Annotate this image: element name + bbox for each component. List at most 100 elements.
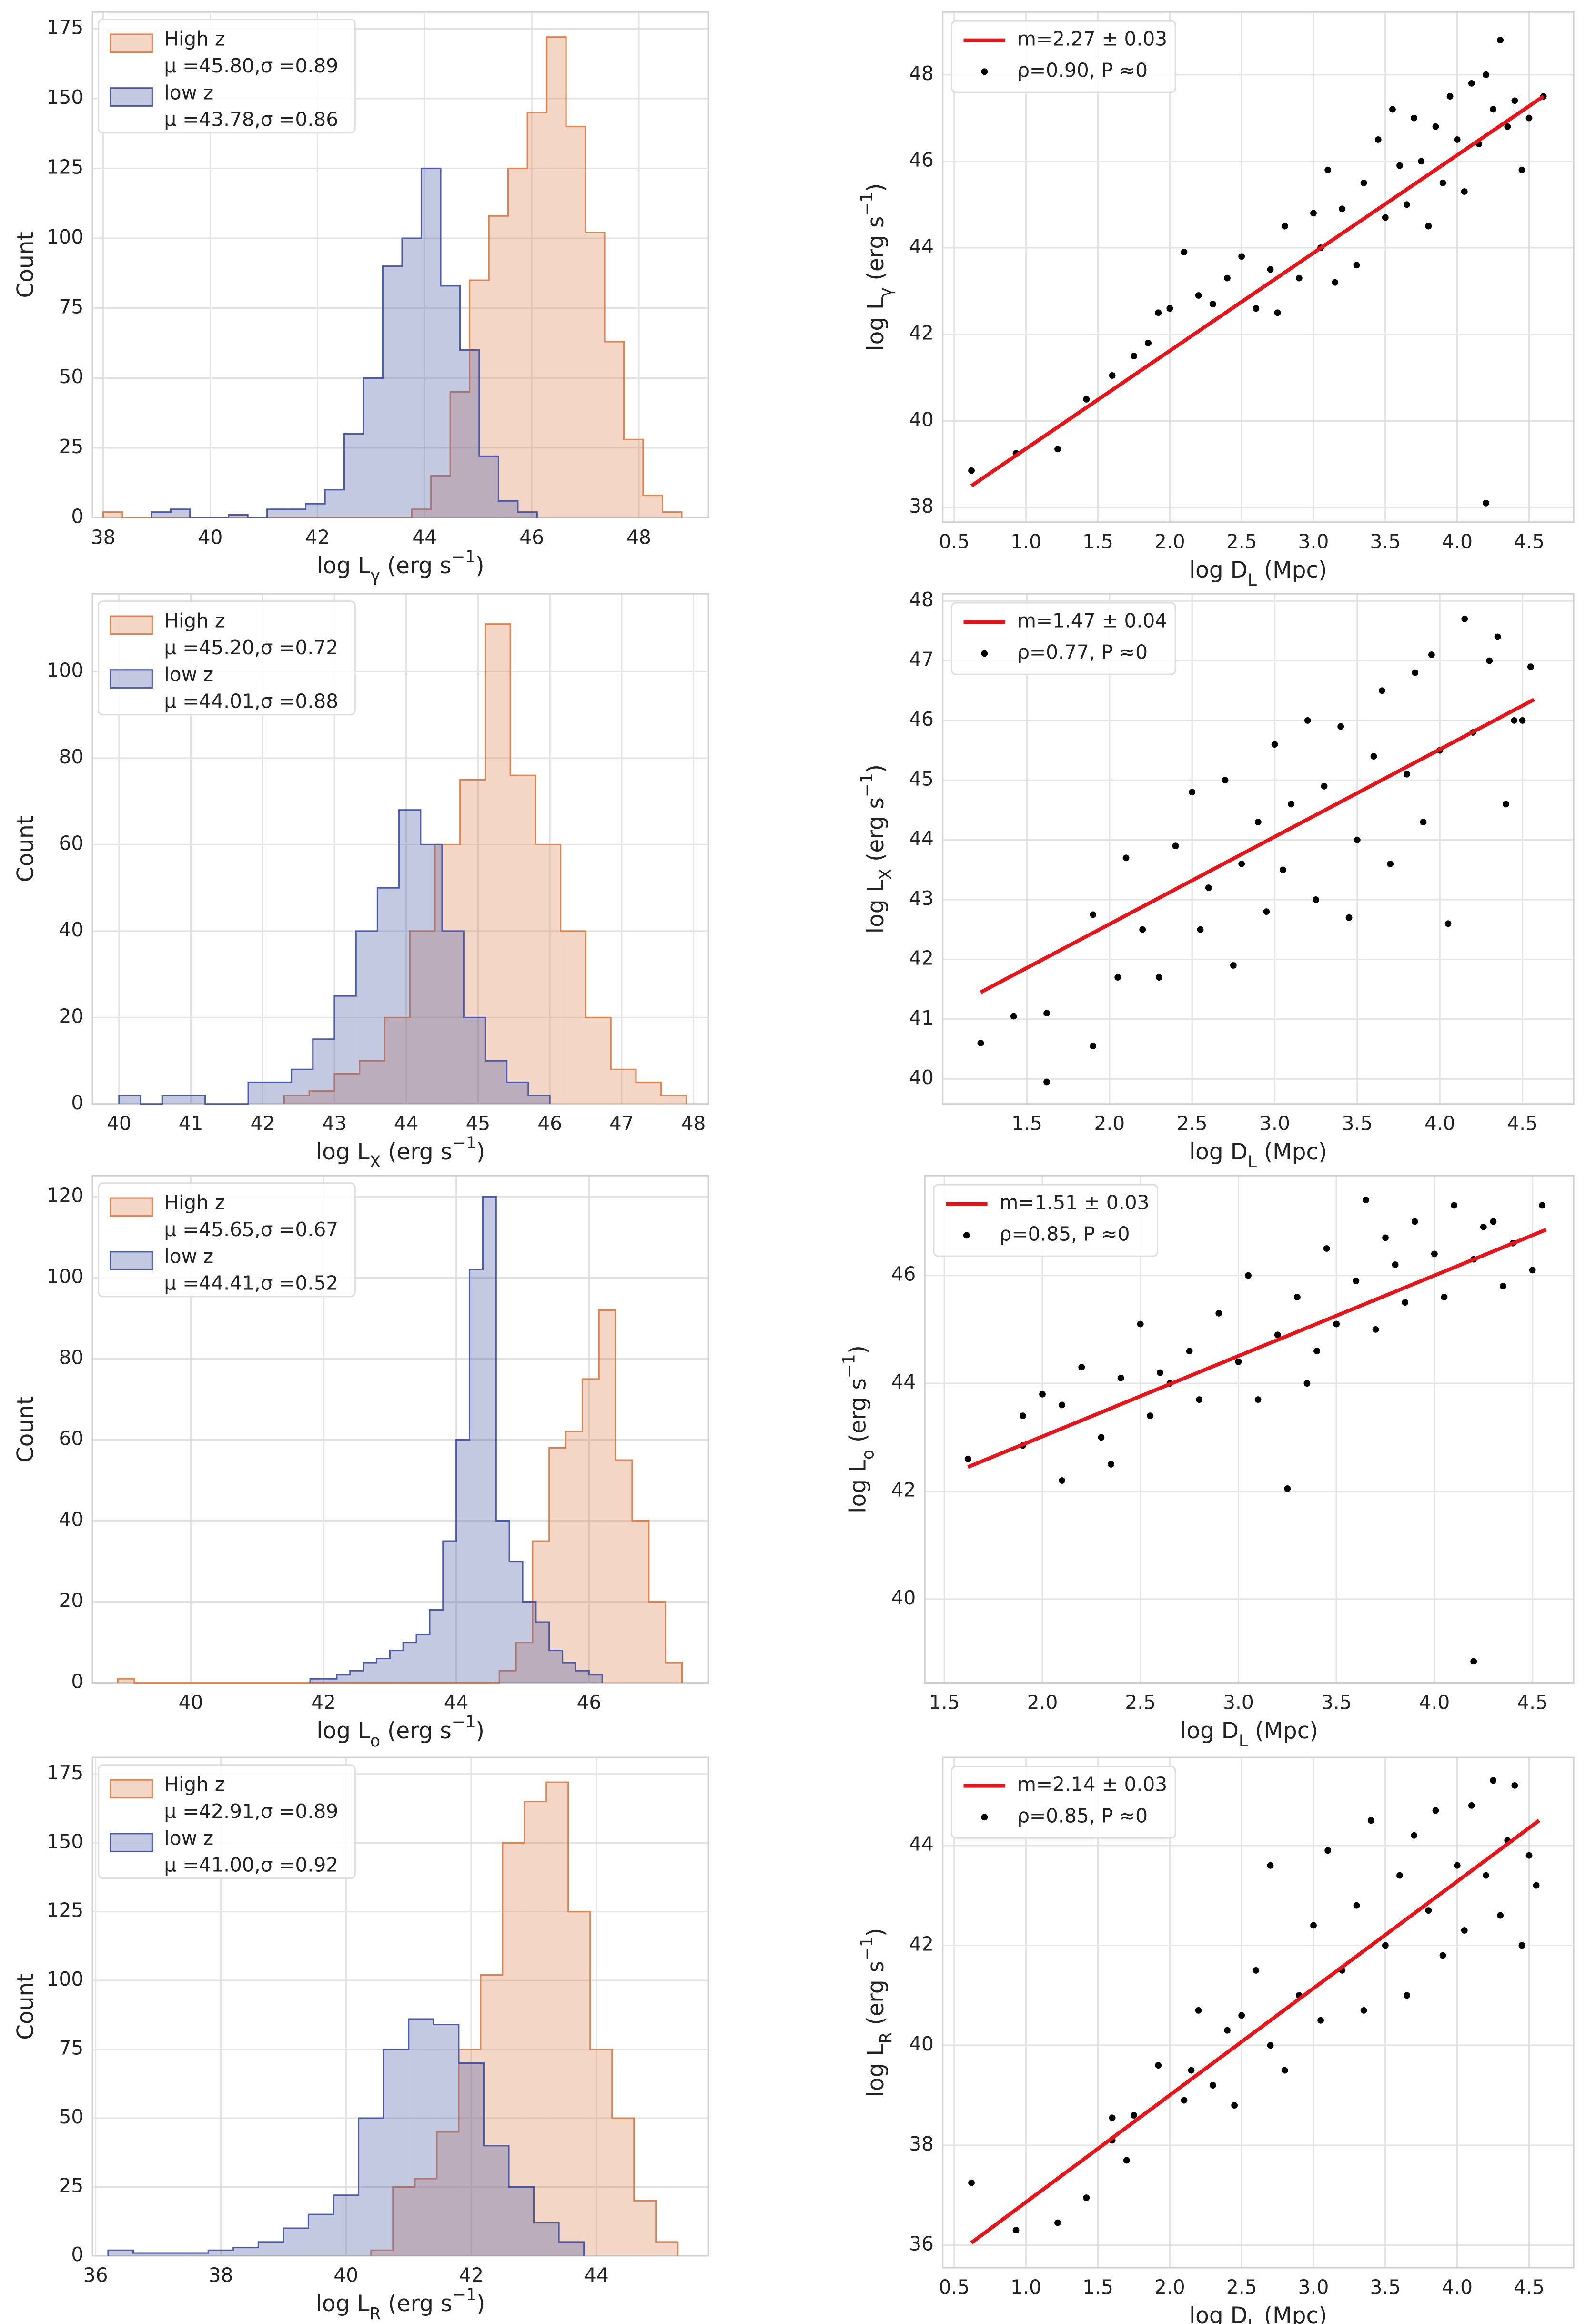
legend-label: High z: [164, 28, 225, 51]
scatter-point: [1284, 1485, 1291, 1492]
scatter-point: [1404, 1992, 1410, 1999]
y-tick-label: 80: [59, 1346, 84, 1369]
hist-bar: [228, 515, 248, 518]
label-part: −1: [839, 1354, 859, 1378]
x-tick-label: 40: [198, 526, 223, 548]
scatter-point: [1195, 292, 1202, 299]
scatter-point: [1353, 262, 1360, 269]
label-part: R: [876, 2032, 895, 2044]
scatter-point: [1098, 1434, 1105, 1441]
scatter-point: [1525, 114, 1533, 122]
y-tick-label: 80: [59, 745, 84, 768]
hist-bar: [309, 1091, 334, 1104]
hist-bar: [325, 489, 344, 518]
y-axis-label: log LR (erg s−1): [857, 1928, 895, 2097]
scatter-point: [1293, 1294, 1301, 1300]
x-tick-label: 2.0: [1094, 1112, 1125, 1135]
y-axis-label: Count: [12, 816, 39, 882]
hist-bar: [308, 2214, 334, 2256]
scatter-point: [1131, 353, 1137, 359]
x-tick-label: 4.0: [1424, 1112, 1455, 1135]
y-tick-label: 120: [47, 1184, 84, 1207]
y-tick-label: 25: [59, 2174, 84, 2197]
scatter-point: [1333, 1320, 1340, 1328]
scatter-point: [1497, 37, 1504, 44]
x-tick-label: 36: [83, 2264, 108, 2287]
y-tick-label: 175: [47, 1761, 84, 1784]
legend-swatch: [110, 669, 153, 689]
hist-bar: [284, 1095, 310, 1104]
scatter-point: [968, 467, 975, 474]
hist-bar: [118, 1679, 134, 1683]
y-tick-label: 46: [909, 708, 934, 731]
y-tick-label: 100: [47, 1265, 84, 1288]
x-tick-label: 38: [91, 526, 116, 548]
label-part: ): [476, 1139, 485, 1165]
scatter-point: [1483, 1872, 1489, 1879]
x-tick-label: 4.5: [1514, 2276, 1545, 2299]
hist-bar: [582, 1379, 599, 1683]
x-tick-label: 3.0: [1259, 1112, 1290, 1135]
hist-bar: [460, 350, 479, 518]
hist-bar: [483, 1197, 496, 1683]
x-tick-label: 4.0: [1419, 1691, 1450, 1714]
hist-bar: [636, 1082, 661, 1104]
x-tick-label: 2.5: [1226, 2276, 1257, 2299]
hist-bar: [524, 1801, 546, 2256]
label-part: o: [370, 1731, 380, 1750]
legend-swatch: [110, 33, 153, 53]
scatter-point: [1470, 1658, 1477, 1665]
y-tick-label: 75: [59, 295, 84, 318]
hist-bar: [510, 775, 535, 1104]
hist-bar: [656, 2242, 678, 2256]
scatter-point: [1043, 1010, 1050, 1017]
scatter-point: [1412, 669, 1419, 676]
scatter-point: [1215, 1310, 1222, 1317]
hist-bar: [402, 238, 422, 518]
hist-bar: [286, 509, 306, 518]
legend-marker: [963, 1232, 970, 1239]
hist-bar: [516, 1642, 533, 1683]
x-tick-label: 1.0: [1010, 530, 1041, 553]
scatter-point: [1444, 920, 1452, 927]
label-part: −1: [857, 192, 876, 216]
hist-bar: [443, 1541, 456, 1683]
scatter-point: [1396, 162, 1403, 169]
x-tick-label: 44: [394, 1112, 419, 1135]
legend-label: High z: [164, 1191, 225, 1214]
y-tick-label: 25: [59, 435, 84, 458]
scatter-point: [1253, 305, 1260, 312]
hist-bar: [576, 1671, 589, 1683]
fit-line: [970, 94, 1545, 487]
label-part: log D: [1189, 1139, 1248, 1165]
hist-bar: [323, 1679, 337, 1683]
scatter-point: [1511, 97, 1518, 104]
hist-bar: [208, 2250, 233, 2256]
hist-bar: [333, 2195, 359, 2256]
x-tick-label: 44: [444, 1691, 469, 1714]
scatter-point: [1078, 1364, 1085, 1371]
hist-bar: [611, 1069, 636, 1104]
y-tick-label: 20: [59, 1589, 84, 1612]
scatter-point: [1147, 1412, 1154, 1419]
scatter-point: [1189, 789, 1196, 796]
scatter-point: [1012, 2227, 1020, 2234]
scatter-point: [1039, 1390, 1046, 1398]
y-tick-label: 40: [59, 1508, 84, 1531]
hist-bar: [485, 1061, 507, 1104]
x-tick-label: 2.5: [1177, 1112, 1208, 1135]
scatter-point: [1428, 651, 1435, 658]
scatter-point: [1425, 223, 1432, 230]
label-part: Count: [12, 232, 39, 298]
label-part: (erg s: [381, 2291, 452, 2317]
label-part: ): [845, 1345, 871, 1354]
scatter-point: [1238, 2012, 1245, 2019]
scatter-point: [1043, 1078, 1050, 1086]
y-tick-label: 43: [909, 887, 934, 910]
scatter-point: [1054, 2219, 1061, 2226]
hist-bar: [313, 1039, 334, 1104]
scatter-point: [1392, 1261, 1399, 1268]
legend-label: m=2.14 ± 0.03: [1017, 1773, 1167, 1796]
plot-frame: [942, 11, 1575, 523]
